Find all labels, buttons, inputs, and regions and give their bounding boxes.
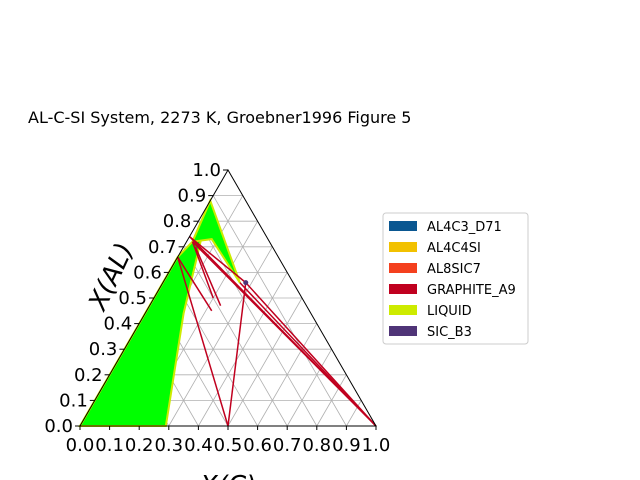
tie-lines (176, 235, 377, 427)
left-axis-ticks: 0.0 0.1 0.2 0.3 0.4 0.5 0.6 0.7 0.8 0.9 1.0 (44, 160, 228, 437)
bottom-axis-ticks: 0.0 0.1 0.2 0.3 0.4 0.5 0.6 0.7 0.8 0.9 1.0 (66, 426, 391, 456)
left-tick-label: 0.5 (118, 288, 147, 309)
tie-line (191, 241, 214, 299)
legend-swatch (389, 221, 417, 231)
legend-label: AL8SIC7 (427, 262, 481, 277)
tie-line (227, 282, 247, 427)
gridline-si (198, 220, 318, 427)
bottom-tick-label: 0.8 (302, 435, 331, 456)
gridline-si (183, 246, 288, 427)
legend-box (382, 212, 529, 345)
bottom-tick-label: 0.1 (95, 435, 124, 456)
tie-line (176, 256, 229, 427)
bottom-tick-label: 0.9 (332, 435, 361, 456)
tie-line (239, 282, 377, 427)
left-tick-label: 0.9 (178, 186, 207, 207)
left-tick-label: 0.7 (148, 237, 177, 258)
tie-line (189, 235, 247, 284)
tie-line (191, 241, 377, 427)
legend-swatch (389, 326, 417, 336)
left-tick-label: 0.8 (163, 211, 192, 232)
bottom-tick-label: 0.2 (125, 435, 154, 456)
gridline-si (212, 195, 347, 427)
gridline-c (168, 246, 273, 427)
legend-swatch (389, 263, 417, 273)
bottom-tick-label: 1.0 (362, 435, 391, 456)
left-tick-label: 0.6 (133, 262, 162, 283)
gridline-c (346, 400, 362, 427)
legend-swatch (389, 284, 417, 294)
left-tick-label: 0.2 (74, 365, 103, 386)
phase-region-liquid (190, 198, 241, 284)
gridline-c (286, 348, 332, 427)
tie-line (177, 256, 213, 312)
bottom-tick-label: 0.7 (273, 435, 302, 456)
legend-swatch (389, 242, 417, 252)
legend-label: SIC_B3 (427, 325, 472, 340)
bottom-tick-label: 0.0 (66, 435, 95, 456)
legend-label: AL4C4SI (427, 241, 481, 256)
bottom-tick-label: 0.5 (214, 435, 243, 456)
left-tick-label: 0.1 (59, 390, 88, 411)
legend: AL4C3_D71 AL4C4SI AL8SIC7 GRAPHITE_A9 LIQUID… (382, 212, 529, 345)
bottom-tick-label: 0.3 (154, 435, 183, 456)
legend-label: LIQUID (427, 304, 472, 319)
bottom-tick-label: 0.4 (184, 435, 213, 456)
left-tick-label: 0.0 (44, 416, 73, 437)
legend-label: GRAPHITE_A9 (427, 283, 516, 298)
bottom-tick-label: 0.6 (243, 435, 272, 456)
legend-label: AL4C3_D71 (427, 220, 502, 235)
bottom-axis-label: X(C) (198, 471, 256, 480)
chart-title: AL-C-SI System, 2273 K, Groebner1996 Fig… (28, 108, 411, 127)
legend-swatch (389, 305, 417, 315)
gridline-c (227, 297, 303, 427)
left-tick-label: 1.0 (192, 160, 221, 181)
left-tick-label: 0.3 (89, 339, 118, 360)
tie-line (194, 246, 222, 306)
left-tick-label: 0.4 (104, 314, 133, 335)
sic-point (243, 280, 249, 286)
